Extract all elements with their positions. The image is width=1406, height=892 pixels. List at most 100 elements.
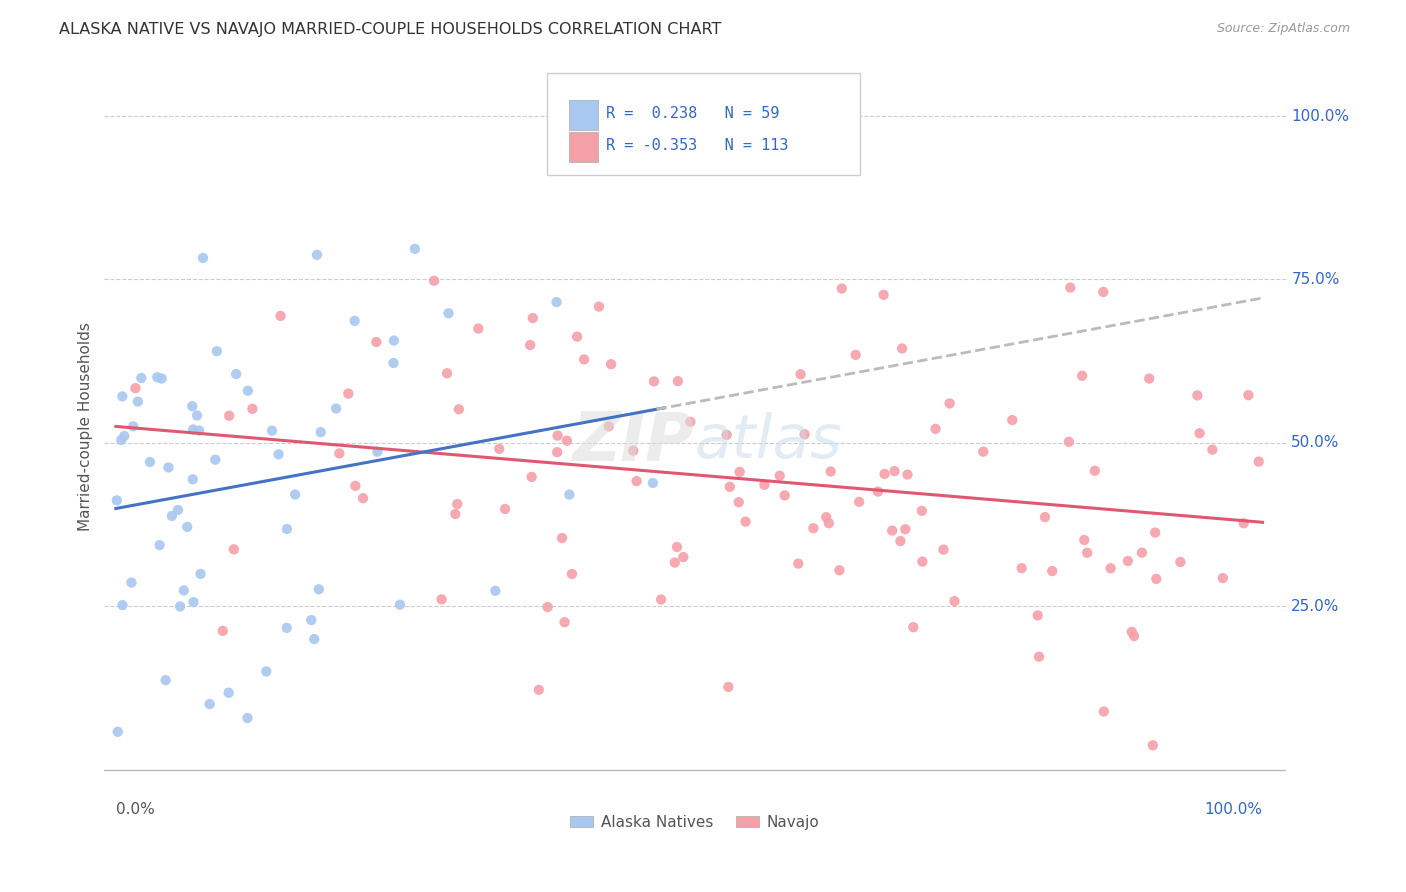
Point bbox=[817, 516, 839, 531]
Point bbox=[866, 484, 889, 499]
Point bbox=[111, 598, 134, 612]
Y-axis label: Married-couple Households: Married-couple Households bbox=[79, 322, 93, 531]
Point bbox=[546, 295, 568, 310]
Point bbox=[309, 425, 332, 439]
Point bbox=[254, 665, 277, 679]
Point bbox=[437, 306, 460, 320]
Point bbox=[325, 401, 347, 416]
Point bbox=[110, 433, 132, 447]
Point bbox=[1011, 561, 1033, 575]
Point bbox=[665, 540, 688, 554]
Text: atlas: atlas bbox=[695, 412, 842, 471]
Point bbox=[716, 428, 738, 442]
Point bbox=[643, 375, 665, 389]
Point bbox=[167, 503, 190, 517]
Point bbox=[896, 467, 918, 482]
Point bbox=[267, 447, 290, 461]
Point bbox=[183, 595, 205, 609]
Point bbox=[873, 467, 896, 481]
Point bbox=[872, 288, 894, 302]
Point bbox=[820, 465, 842, 479]
Point bbox=[527, 682, 550, 697]
Point bbox=[1142, 739, 1164, 753]
Point bbox=[181, 472, 204, 486]
Point bbox=[204, 452, 226, 467]
Point bbox=[1188, 426, 1211, 441]
Text: 25.0%: 25.0% bbox=[1291, 599, 1340, 614]
Text: 75.0%: 75.0% bbox=[1291, 272, 1340, 287]
Point bbox=[1170, 555, 1192, 569]
Point bbox=[276, 621, 298, 635]
Point bbox=[536, 600, 558, 615]
Point bbox=[146, 370, 169, 384]
Point bbox=[284, 487, 307, 501]
Point bbox=[222, 542, 245, 557]
Point bbox=[236, 384, 259, 398]
Point bbox=[236, 711, 259, 725]
Point bbox=[1073, 533, 1095, 547]
Point bbox=[1026, 608, 1049, 623]
Point bbox=[672, 550, 695, 565]
Point bbox=[924, 422, 946, 436]
Point bbox=[520, 470, 543, 484]
Point bbox=[181, 422, 204, 436]
Legend: Alaska Natives, Navajo: Alaska Natives, Navajo bbox=[564, 809, 825, 836]
Point bbox=[1201, 442, 1223, 457]
Point bbox=[1187, 388, 1209, 402]
Point bbox=[588, 300, 610, 314]
Point bbox=[488, 442, 510, 456]
Point bbox=[718, 480, 741, 494]
Point bbox=[446, 497, 468, 511]
Point bbox=[600, 357, 623, 371]
Point bbox=[522, 311, 544, 326]
Point bbox=[190, 566, 212, 581]
Point bbox=[769, 468, 792, 483]
Point bbox=[1076, 546, 1098, 560]
Point bbox=[304, 632, 326, 646]
Point bbox=[1123, 629, 1146, 643]
Point bbox=[188, 424, 211, 438]
Point bbox=[1130, 546, 1153, 560]
Point bbox=[1137, 371, 1160, 385]
Point bbox=[1040, 564, 1063, 578]
Text: 100.0%: 100.0% bbox=[1291, 109, 1350, 123]
Text: Source: ZipAtlas.com: Source: ZipAtlas.com bbox=[1216, 22, 1350, 36]
Point bbox=[299, 613, 322, 627]
Point bbox=[366, 444, 388, 458]
Point bbox=[139, 455, 162, 469]
Point bbox=[1092, 285, 1115, 299]
FancyBboxPatch shape bbox=[568, 132, 598, 162]
Point bbox=[131, 371, 153, 385]
Point bbox=[903, 620, 925, 634]
Point bbox=[650, 592, 672, 607]
Point bbox=[1057, 434, 1080, 449]
Point bbox=[186, 409, 208, 423]
Point bbox=[198, 697, 221, 711]
Point bbox=[546, 445, 568, 459]
Point bbox=[793, 427, 815, 442]
Point bbox=[160, 508, 183, 523]
Point bbox=[122, 419, 145, 434]
Point bbox=[181, 399, 204, 413]
Point bbox=[773, 488, 796, 502]
Point bbox=[328, 446, 350, 460]
Point bbox=[883, 464, 905, 478]
Point bbox=[728, 465, 751, 479]
Point bbox=[551, 531, 574, 545]
Point bbox=[404, 242, 426, 256]
Point bbox=[1144, 525, 1167, 540]
Point bbox=[484, 583, 506, 598]
Point bbox=[1071, 368, 1094, 383]
Point bbox=[554, 615, 576, 630]
Point bbox=[124, 381, 146, 395]
Point bbox=[717, 680, 740, 694]
Point bbox=[938, 396, 960, 410]
Text: 0.0%: 0.0% bbox=[115, 802, 155, 817]
Point bbox=[1247, 454, 1270, 468]
FancyBboxPatch shape bbox=[547, 73, 860, 175]
Point bbox=[105, 493, 128, 508]
Point bbox=[787, 557, 810, 571]
Point bbox=[436, 367, 458, 381]
Point bbox=[337, 386, 360, 401]
Point bbox=[1121, 624, 1143, 639]
